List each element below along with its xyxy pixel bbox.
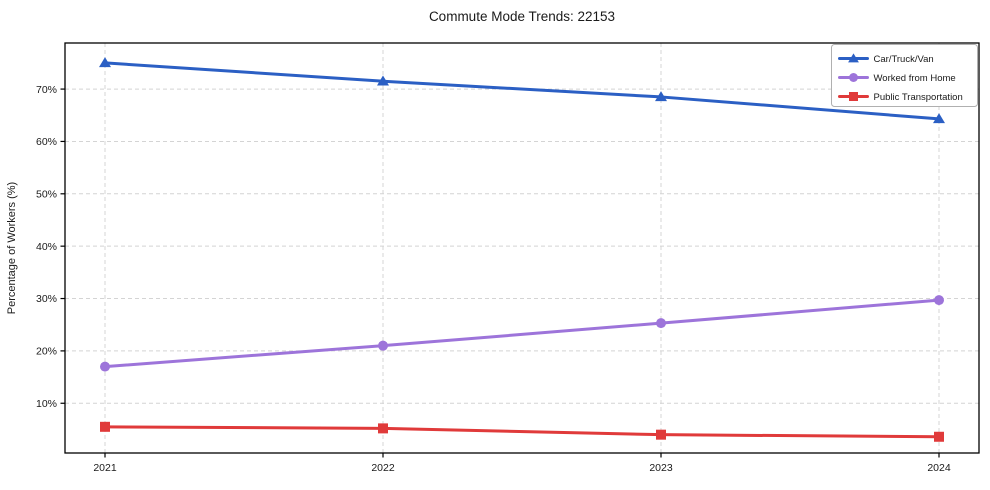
legend-label: Car/Truck/Van — [874, 54, 934, 65]
legend-label: Worked from Home — [874, 73, 956, 84]
series-worked-from-home — [100, 295, 944, 372]
series-line — [103, 425, 941, 439]
x-tick-label: 2023 — [649, 462, 673, 474]
y-tick-label: 70% — [36, 84, 57, 96]
series-car-truck-van — [99, 57, 945, 124]
legend: Car/Truck/Van Worked from Home Public Tran… — [831, 44, 978, 107]
series-layer — [99, 57, 945, 442]
data-point-marker — [848, 53, 859, 63]
plot-border — [64, 42, 980, 454]
data-point-marker — [99, 57, 111, 68]
data-point-marker — [378, 423, 388, 434]
data-point-marker — [655, 91, 667, 102]
data-point-marker — [934, 431, 944, 442]
y-tick-label: 50% — [36, 188, 57, 200]
y-tick-label: 30% — [36, 293, 57, 305]
data-point-marker — [934, 295, 944, 306]
x-tick-label: 2021 — [93, 462, 117, 474]
y-tick-label: 40% — [36, 241, 57, 253]
legend-item: Public Transportation — [838, 92, 963, 103]
data-point-marker — [656, 429, 666, 440]
data-point-marker — [100, 361, 110, 372]
legend-box — [831, 44, 978, 107]
data-point-marker — [656, 318, 666, 329]
y-tick-label: 20% — [36, 346, 57, 358]
legend-item: Car/Truck/Van — [838, 53, 934, 65]
x-tick-label: 2022 — [371, 462, 395, 474]
data-point-marker — [100, 421, 110, 432]
y-tick-label: 60% — [36, 136, 57, 148]
data-point-marker — [849, 73, 858, 82]
series-public-transportation — [100, 421, 944, 442]
data-point-marker — [933, 113, 945, 124]
chart-title: Commute Mode Trends: 22153 — [429, 9, 615, 24]
tick-label-layer: 10% 20% 30% 40% 50% 60% 70% 2021 2022 2023 2024 — [36, 84, 951, 474]
data-point-marker — [377, 75, 389, 86]
x-tick-label: 2024 — [927, 462, 951, 474]
data-point-marker — [849, 92, 858, 101]
series-line — [103, 298, 941, 369]
legend-label: Public Transportation — [874, 92, 963, 103]
data-point-marker — [378, 340, 388, 351]
tick-layer — [60, 88, 940, 458]
legend-item: Worked from Home — [838, 73, 956, 84]
y-tick-label: 10% — [36, 398, 57, 410]
series-line — [103, 61, 941, 121]
y-axis-label: Percentage of Workers (%) — [6, 182, 18, 314]
